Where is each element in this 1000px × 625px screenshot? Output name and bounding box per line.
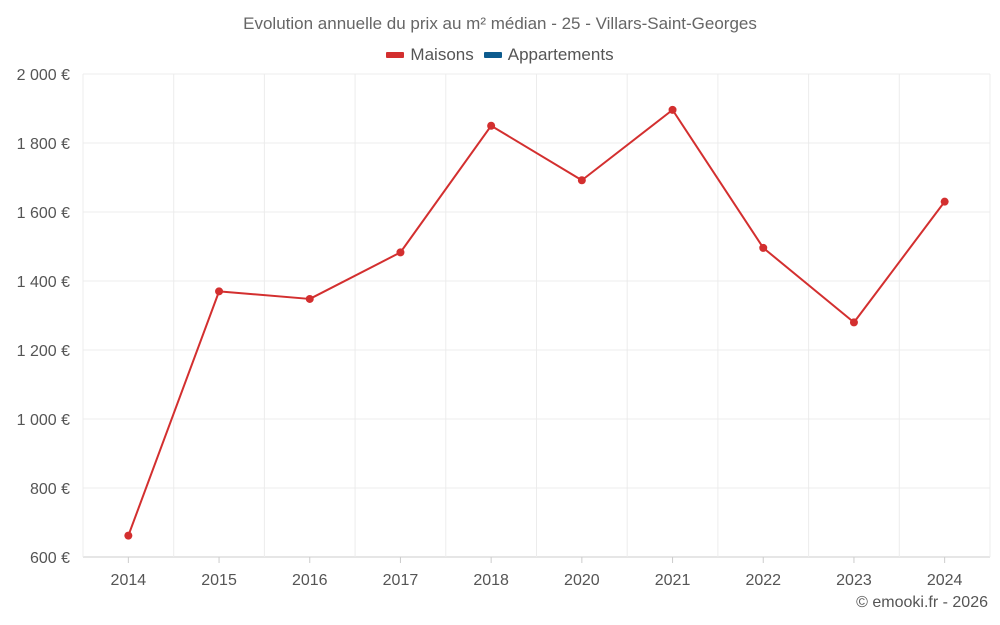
legend-label-maisons: Maisons [410,45,474,64]
x-tick-label: 2014 [111,572,147,589]
x-tick-label: 2018 [473,572,509,589]
x-tick-label: 2024 [927,572,963,589]
y-tick-label: 1 200 € [17,343,70,360]
x-tick-label: 2017 [383,572,419,589]
y-tick-label: 1 000 € [17,412,70,429]
chart-title: Evolution annuelle du prix au m² médian … [243,14,757,33]
y-tick-label: 1 600 € [17,205,70,222]
data-point [577,176,586,185]
series-line-maisons [127,108,946,536]
data-point [668,105,677,114]
y-tick-label: 600 € [30,550,70,567]
legend-swatch-appartements [483,52,502,58]
y-tick-label: 1 800 € [17,136,70,153]
data-point [759,243,768,252]
x-tick-label: 2023 [836,572,872,589]
data-point [396,248,405,257]
legend-label-appartements: Appartements [507,45,614,64]
data-point [940,197,949,206]
data-point [849,318,858,327]
y-tick-label: 2 000 € [17,67,70,84]
x-tick-label: 2021 [655,572,691,589]
legend-swatch-maisons [386,52,405,58]
x-tick-label: 2022 [745,572,781,589]
y-tick-label: 800 € [30,481,70,498]
chart-legend: Maisons Appartements [0,45,1000,65]
legend-item-maisons[interactable]: Maisons [386,45,474,65]
data-point [487,121,496,130]
data-point [305,294,314,303]
x-tick-label: 2020 [564,572,600,589]
y-tick-label: 1 400 € [17,274,70,291]
legend-item-appartements[interactable]: Appartements [483,45,614,65]
x-tick-label: 2015 [201,572,237,589]
data-point [124,531,133,540]
x-tick-label: 2016 [292,572,328,589]
data-point [215,287,224,296]
copyright-notice: © emooki.fr - 2026 [856,594,988,611]
